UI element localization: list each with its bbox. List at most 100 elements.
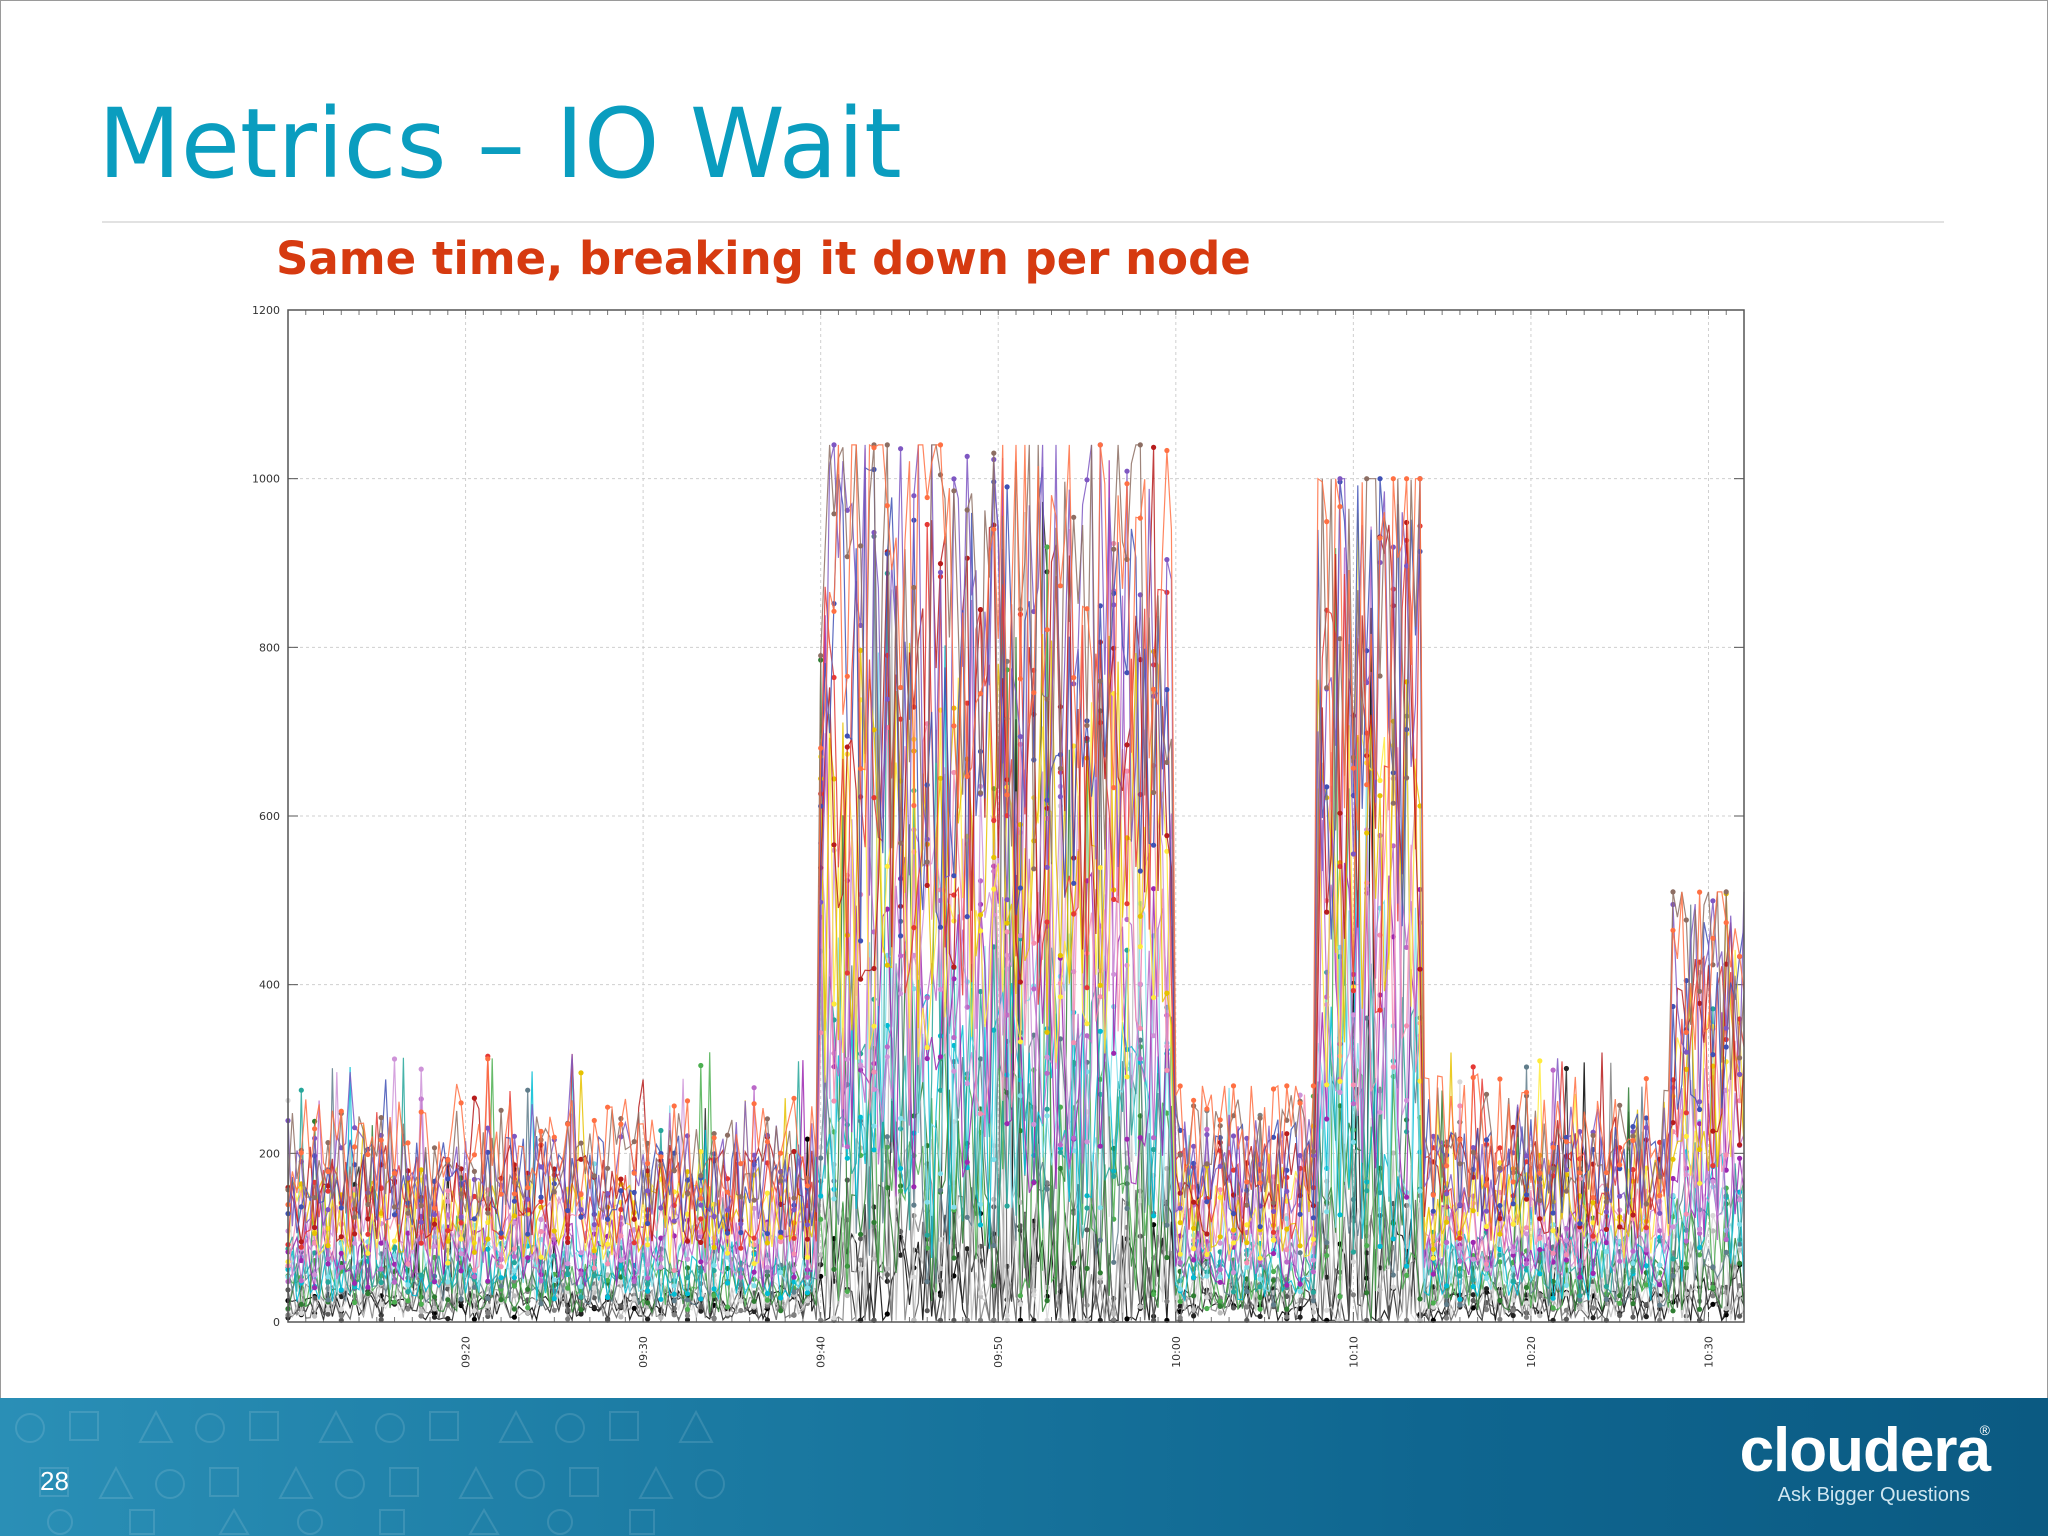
data-point: [684, 1306, 691, 1312]
data-point: [1683, 1110, 1689, 1116]
data-point: [1084, 985, 1090, 991]
data-point: [578, 1214, 584, 1220]
data-point: [485, 1210, 491, 1216]
data-point: [631, 1295, 637, 1301]
data-point: [551, 1296, 557, 1302]
data-point: [325, 1261, 331, 1267]
data-point: [1697, 889, 1703, 895]
data-point: [365, 1291, 371, 1297]
data-point: [471, 1152, 477, 1158]
data-point: [1124, 742, 1130, 748]
data-point: [1537, 1058, 1543, 1064]
data-point: [871, 529, 877, 536]
data-point: [1643, 1247, 1649, 1253]
data-point: [1590, 1283, 1596, 1289]
data-point: [471, 1274, 477, 1280]
data-point: [791, 1195, 797, 1201]
data-point: [1683, 1133, 1689, 1139]
data-point: [804, 1136, 811, 1142]
data-point: [1257, 1115, 1263, 1121]
data-point: [1617, 1102, 1623, 1108]
data-point: [1630, 1124, 1636, 1130]
data-point: [471, 1095, 477, 1101]
data-point: [924, 1055, 930, 1062]
data-point: [1710, 1212, 1716, 1219]
data-point: [724, 1230, 731, 1236]
data-point: [1151, 662, 1157, 668]
data-point: [977, 1111, 984, 1117]
x-tick-label: 10:30: [1702, 1336, 1715, 1368]
data-point: [738, 1298, 744, 1304]
data-point: [818, 1216, 824, 1222]
data-point: [1284, 1083, 1290, 1089]
data-point: [1164, 1222, 1170, 1228]
logo-wordmark: cloudera: [1739, 1416, 1991, 1485]
data-point: [1563, 1153, 1569, 1159]
data-point: [937, 1054, 944, 1060]
data-point: [405, 1282, 411, 1288]
data-point: [831, 511, 837, 517]
data-point: [1310, 1236, 1316, 1242]
data-point: [911, 584, 917, 591]
data-point: [298, 1087, 304, 1093]
data-point: [1670, 927, 1676, 933]
data-point: [471, 1168, 477, 1174]
data-point: [1590, 1132, 1596, 1139]
data-point: [951, 873, 957, 879]
data-point: [818, 1262, 824, 1268]
data-point: [1230, 1305, 1237, 1311]
data-point: [431, 1212, 438, 1218]
data-point: [378, 1240, 384, 1246]
data-point: [1737, 1197, 1743, 1203]
data-point: [1497, 1203, 1503, 1209]
data-point: [1457, 1161, 1463, 1167]
data-point: [1683, 1066, 1689, 1072]
data-point: [578, 1311, 584, 1317]
data-point: [325, 1183, 331, 1189]
data-point: [1017, 1293, 1024, 1299]
data-point: [1177, 1251, 1183, 1257]
data-point: [1590, 1270, 1596, 1276]
data-point: [818, 1252, 824, 1258]
data-point: [724, 1250, 731, 1256]
data-point: [1071, 514, 1077, 520]
data-point: [724, 1132, 731, 1138]
data-point: [1497, 1165, 1503, 1171]
data-point: [1297, 1243, 1303, 1249]
data-point: [338, 1313, 344, 1319]
data-point: [1124, 1316, 1130, 1322]
data-point: [352, 1125, 358, 1131]
data-point: [684, 1191, 691, 1197]
data-point: [1483, 1182, 1490, 1188]
data-point: [1031, 940, 1037, 946]
data-point: [498, 1264, 504, 1270]
data-point: [778, 1229, 784, 1235]
data-point: [418, 1272, 424, 1278]
data-point: [884, 962, 890, 968]
data-point: [778, 1178, 784, 1184]
data-point: [471, 1316, 477, 1322]
data-point: [1390, 544, 1396, 550]
data-point: [538, 1198, 544, 1204]
data-point: [418, 1096, 424, 1102]
data-point: [1603, 1249, 1609, 1255]
data-point: [1617, 1224, 1623, 1230]
data-point: [1683, 1238, 1689, 1244]
data-point: [658, 1154, 664, 1160]
data-point: [924, 859, 930, 865]
data-point: [1310, 1269, 1316, 1275]
data-point: [445, 1176, 451, 1182]
data-point: [578, 1140, 584, 1146]
data-point: [591, 1295, 597, 1301]
data-point: [405, 1289, 411, 1295]
data-point: [844, 733, 850, 739]
data-point: [884, 1054, 890, 1060]
data-point: [1603, 1240, 1609, 1246]
data-point: [1457, 1202, 1463, 1208]
data-point: [1177, 1315, 1183, 1321]
data-point: [418, 1109, 424, 1115]
data-point: [338, 1264, 344, 1270]
data-point: [1017, 933, 1024, 939]
data-point: [525, 1196, 531, 1202]
data-point: [1630, 1167, 1636, 1173]
